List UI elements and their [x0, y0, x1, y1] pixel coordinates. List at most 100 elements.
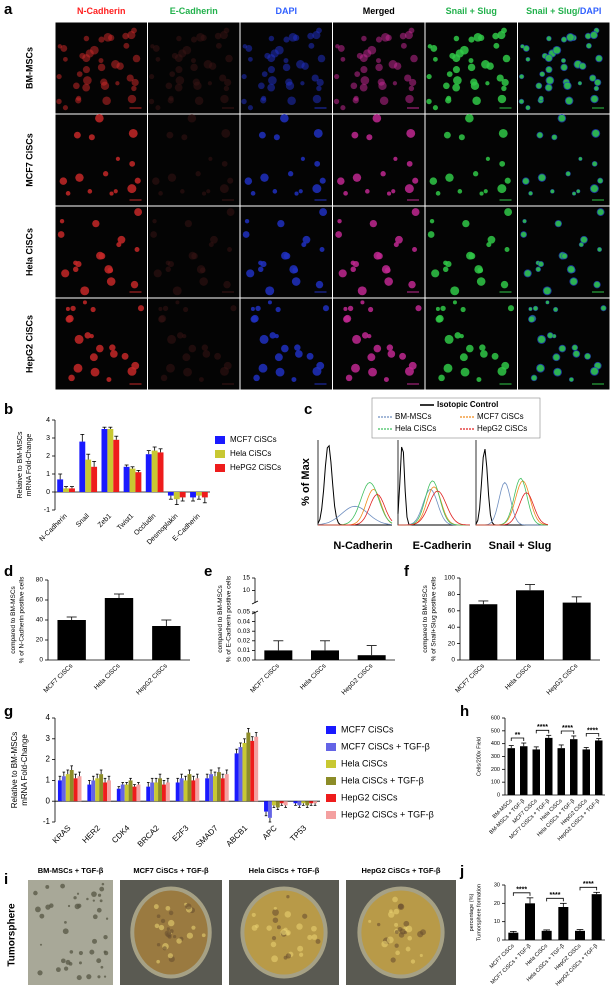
cell [467, 63, 476, 72]
cell [468, 58, 474, 64]
sphere-texture [166, 927, 170, 931]
cell [546, 77, 554, 84]
cell [590, 31, 598, 39]
bar [107, 780, 111, 802]
cell [472, 96, 481, 106]
cell [359, 83, 368, 92]
cell [129, 160, 136, 167]
cell [61, 269, 70, 278]
cell [545, 300, 550, 304]
bar [234, 753, 239, 802]
cell [248, 56, 253, 62]
cell [101, 882, 105, 886]
column-header: Snail + Slug [446, 6, 497, 16]
cell [39, 913, 45, 919]
significance-bracket [560, 730, 575, 734]
significance-label: **** [583, 881, 594, 888]
bar [95, 778, 100, 802]
bar [165, 782, 170, 802]
bar [201, 492, 208, 498]
histogram-curve [398, 486, 470, 526]
y-tick-label: 60 [448, 608, 456, 615]
bar [582, 749, 590, 795]
sphere-texture [407, 935, 413, 941]
cell [275, 45, 284, 55]
cell [501, 78, 509, 87]
cell [220, 366, 229, 376]
histogram-curve [318, 493, 393, 526]
bar [575, 930, 585, 940]
cell [589, 75, 596, 81]
cell [188, 344, 197, 353]
bar [161, 784, 166, 802]
sphere-texture [165, 905, 171, 911]
bar [101, 429, 108, 492]
axis-break [251, 600, 259, 605]
bar [85, 459, 92, 492]
cell [539, 96, 544, 101]
cell [242, 231, 250, 238]
cell [597, 178, 603, 184]
cell [132, 54, 141, 63]
cell [116, 242, 122, 248]
cell [223, 85, 230, 92]
cell [584, 353, 591, 360]
panel-label: e [204, 563, 212, 580]
cell [82, 300, 87, 305]
y-tick-label: 10 [494, 919, 500, 925]
significance-label: **** [550, 892, 561, 899]
cell [287, 171, 294, 177]
bar [591, 894, 602, 940]
cell [590, 367, 599, 375]
cell [65, 315, 73, 323]
cell [452, 54, 461, 63]
bar [129, 468, 136, 492]
cell [594, 86, 599, 91]
sphere-texture [273, 906, 277, 911]
bar [123, 466, 130, 492]
bar [205, 778, 210, 802]
bar [520, 746, 528, 795]
cell [73, 131, 81, 139]
cell [78, 961, 82, 965]
y-tick-label: 600 [491, 715, 500, 721]
bar [238, 747, 243, 802]
cell [224, 78, 232, 87]
cell [98, 252, 106, 260]
cell [547, 332, 553, 338]
cell [98, 36, 105, 43]
cell [176, 35, 182, 42]
cell [261, 71, 268, 77]
cell [73, 896, 77, 900]
cell [386, 191, 392, 196]
cell [579, 242, 584, 247]
bar [195, 492, 202, 496]
cell [545, 84, 552, 91]
legend-swatch [326, 811, 336, 819]
y-tick-label: 80 [36, 577, 44, 584]
cell [100, 81, 110, 90]
cell [92, 899, 95, 902]
cell [56, 74, 62, 80]
cell [285, 81, 295, 90]
cell [289, 265, 298, 274]
bar [87, 784, 92, 802]
cell [206, 189, 211, 194]
cell [352, 261, 360, 268]
cell [158, 306, 163, 311]
sphere-texture [167, 934, 172, 939]
cell [319, 177, 326, 184]
cell [182, 45, 192, 55]
cell [269, 332, 276, 339]
cell [131, 78, 139, 87]
cell [350, 266, 356, 273]
cell [528, 191, 533, 196]
cell [283, 252, 291, 260]
cell [162, 305, 169, 312]
sphere-texture [251, 924, 258, 931]
sphere-texture [398, 903, 404, 910]
cell [528, 316, 535, 323]
cell [485, 156, 490, 161]
cell [207, 81, 213, 86]
cell [127, 184, 137, 194]
